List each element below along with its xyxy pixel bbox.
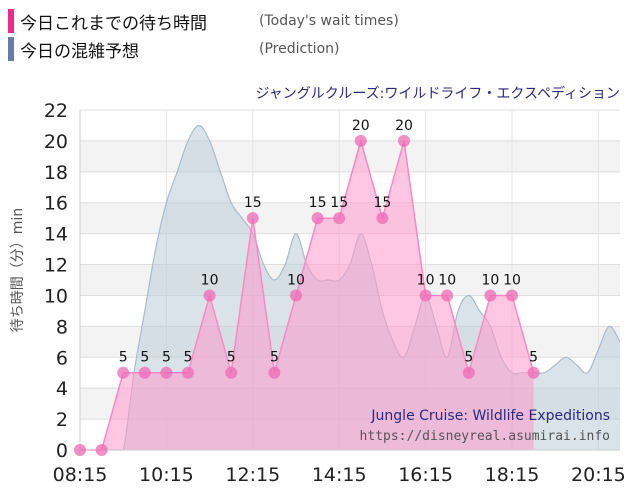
today-data-point	[311, 212, 324, 225]
x-tick-label: 12:15	[225, 464, 280, 486]
legend-prediction-sublabel: (Prediction)	[259, 41, 340, 57]
x-tick-label: 18:15	[485, 464, 540, 486]
today-data-point	[117, 366, 130, 379]
today-data-point	[74, 444, 86, 456]
y-tick-label: 0	[56, 440, 68, 462]
y-tick-label: 4	[56, 378, 68, 400]
today-data-label: 10	[481, 272, 499, 288]
today-data-point	[484, 289, 497, 302]
y-tick-label: 12	[44, 255, 68, 277]
watermark-url: https://disneyreal.asumirai.info	[360, 429, 610, 444]
today-data-label: 15	[373, 195, 391, 211]
today-data-point	[160, 366, 173, 379]
today-data-label: 15	[309, 195, 327, 211]
today-data-point	[290, 289, 302, 302]
today-data-point	[268, 366, 281, 379]
y-tick-label: 10	[44, 285, 68, 307]
today-data-label: 15	[330, 195, 348, 211]
x-tick-label: 20:15	[571, 464, 626, 486]
y-tick-label: 16	[44, 193, 68, 215]
today-data-label: 5	[119, 350, 128, 366]
today-data-label: 10	[287, 272, 305, 288]
today-data-label: 5	[162, 350, 171, 366]
today-data-point	[398, 134, 410, 147]
today-data-point	[354, 134, 367, 147]
legend-today-sublabel: (Today's wait times)	[259, 13, 399, 29]
legend-prediction-swatch	[8, 37, 14, 61]
today-data-point	[333, 212, 346, 225]
today-data-point	[376, 212, 389, 225]
today-data-point	[506, 289, 518, 302]
today-data-label: 5	[227, 350, 236, 366]
today-data-label: 5	[464, 350, 473, 366]
today-data-point	[138, 366, 151, 379]
today-data-label: 20	[395, 118, 413, 134]
legend-prediction: 今日の混雑予想 (Prediction)	[8, 36, 339, 62]
legend-today-swatch	[8, 9, 14, 33]
today-data-point	[441, 289, 454, 302]
today-line	[80, 138, 535, 451]
today-data-point	[246, 212, 259, 225]
y-axis-title: 待ち時間（分）min	[10, 208, 26, 332]
today-data-label: 10	[201, 272, 219, 288]
today-data-label: 5	[270, 350, 279, 366]
today-data-label: 20	[352, 118, 370, 134]
legend-prediction-label: 今日の混雑予想	[20, 41, 139, 62]
x-tick-label: 14:15	[312, 464, 367, 486]
today-data-label: 5	[184, 350, 193, 366]
x-tick-label: 08:15	[53, 464, 108, 486]
x-tick-label: 10:15	[139, 464, 194, 486]
today-data-label: 10	[417, 272, 435, 288]
today-data-label: 5	[529, 350, 538, 366]
y-tick-label: 18	[44, 162, 68, 184]
today-data-label: 5	[140, 350, 149, 366]
attraction-title: ジャングルクルーズ:ワイルドライフ・エクスペディション	[255, 85, 620, 102]
today-data-label: 15	[244, 195, 262, 211]
grid-band	[80, 140, 620, 172]
y-tick-label: 20	[44, 131, 68, 153]
today-data-point	[527, 366, 540, 379]
y-tick-label: 6	[56, 347, 68, 369]
legend-today: 今日これまでの待ち時間 (Today's wait times)	[8, 8, 399, 34]
today-data-point	[203, 289, 216, 302]
y-tick-label: 2	[56, 409, 68, 431]
today-data-point	[419, 289, 432, 302]
today-data-label: 10	[503, 272, 521, 288]
legend-today-label: 今日これまでの待ち時間	[20, 13, 207, 34]
y-tick-label: 22	[44, 100, 68, 122]
today-data-point	[462, 366, 475, 379]
today-data-label: 10	[438, 272, 456, 288]
watermark-title: Jungle Cruise: Wildlife Expeditions	[370, 408, 610, 424]
y-tick-label: 14	[44, 224, 68, 246]
today-data-point	[225, 366, 238, 379]
x-tick-label: 16:15	[398, 464, 453, 486]
today-data-point	[182, 366, 194, 379]
y-tick-label: 8	[56, 316, 68, 338]
today-data-point	[95, 444, 108, 456]
